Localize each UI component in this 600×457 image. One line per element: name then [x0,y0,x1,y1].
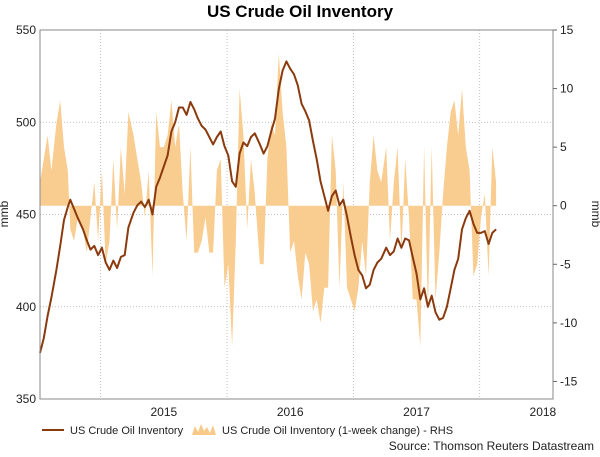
right-tick-label-5: 10 [560,82,574,96]
left-tick-label-1: 400 [16,300,36,314]
left-tick-label-3: 500 [16,115,36,129]
legend-swatch-area [192,424,216,435]
line-series-path [39,60,497,354]
right-axis-label: mmb [589,201,600,228]
left-tick-label-0: 350 [16,392,36,406]
chart-title: US Crude Oil Inventory [207,2,394,21]
left-axis-label: mmb [0,200,11,227]
right-tick-label-6: 15 [560,23,574,37]
x-axis: 2015 2016 2017 2018 [150,405,556,419]
right-axis: -15 -10 -5 0 5 10 15 [553,23,578,388]
x-tick-label-0: 2015 [150,405,177,419]
right-tick-label-3: 0 [560,199,567,213]
left-axis: 350 400 450 500 550 [16,23,36,406]
right-tick-label-0: -15 [560,374,578,388]
x-tick-label-2: 2017 [403,405,430,419]
area-series [40,53,497,347]
legend: US Crude Oil Inventory US Crude Oil Inve… [42,424,453,437]
left-tick-label-4: 550 [16,23,36,37]
source-note: Source: Thomson Reuters Datastream [389,439,594,453]
plot-area [39,29,554,400]
plot-frame [39,29,554,400]
right-tick-label-1: -10 [560,316,578,330]
legend-label-area: US Crude Oil Inventory (1-week change) -… [222,425,453,437]
x-tick-label-3: 2018 [530,405,557,419]
left-tick-label-2: 450 [16,208,36,222]
x-tick-label-1: 2016 [277,405,304,419]
right-tick-label-2: -5 [560,257,571,271]
line-series [39,60,497,354]
right-tick-label-4: 5 [560,140,567,154]
area-series-fill [40,53,497,347]
legend-label-line: US Crude Oil Inventory [70,425,184,437]
